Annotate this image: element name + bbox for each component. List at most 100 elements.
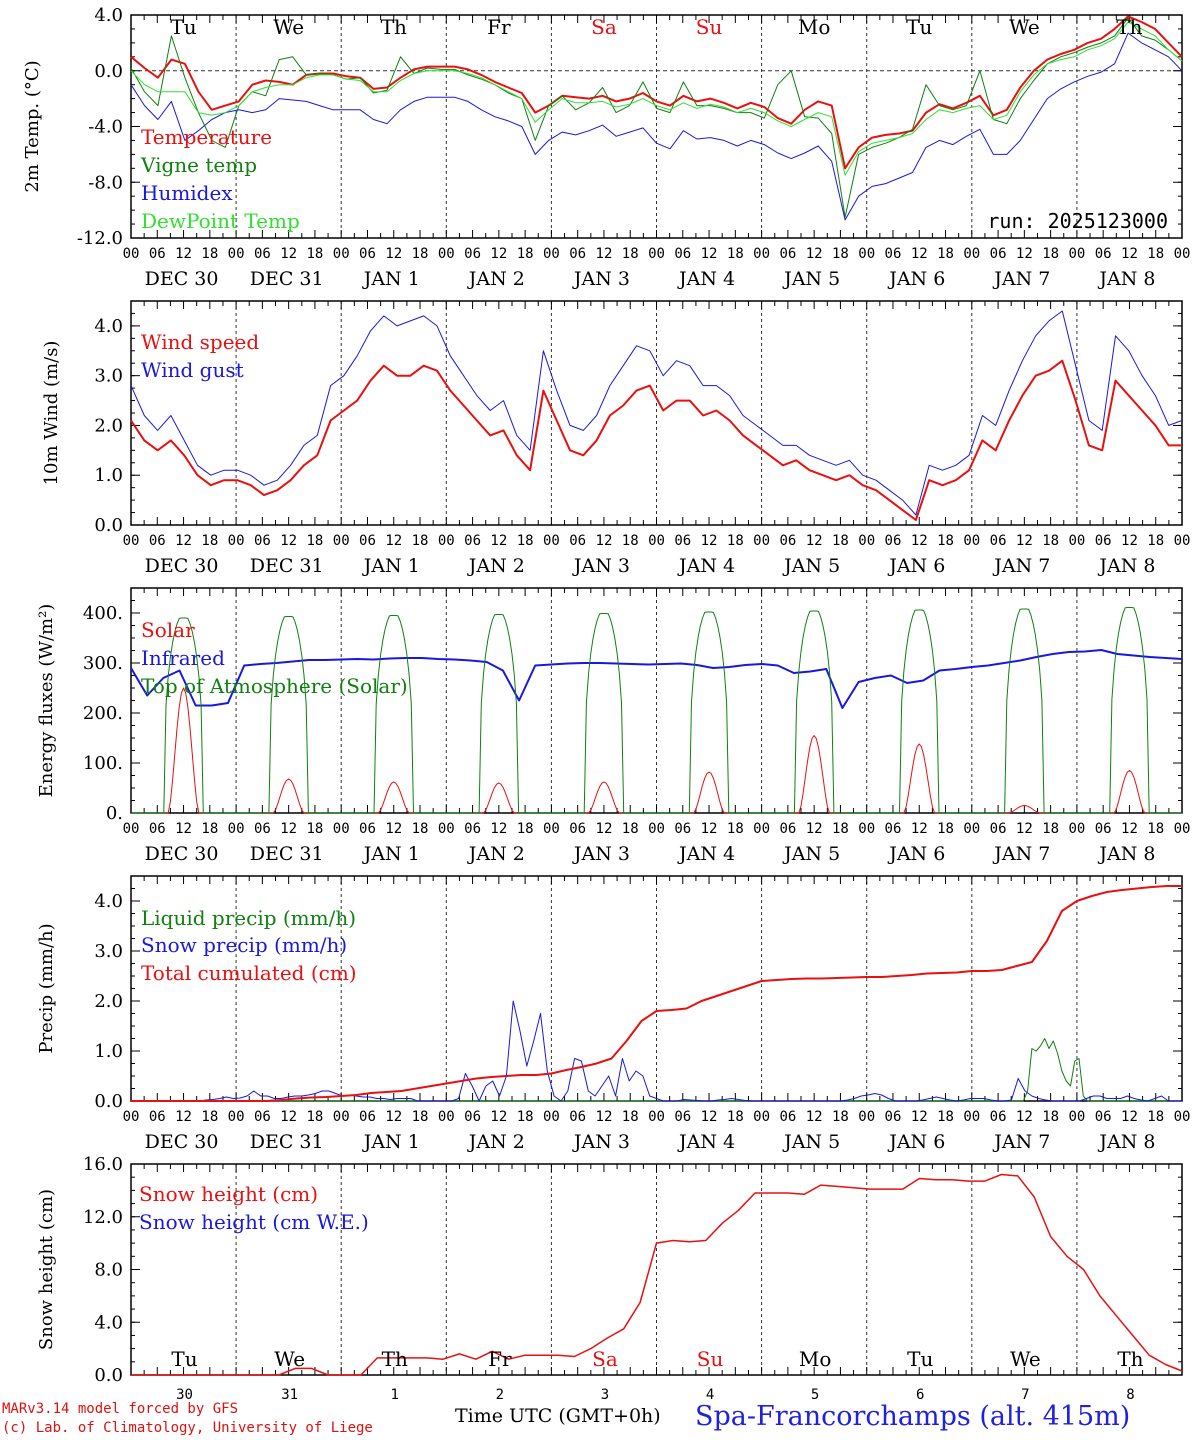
- hour-tick-label: 12: [1016, 533, 1033, 549]
- snow-day-number: 6: [916, 1387, 924, 1403]
- snow-day-number: 5: [811, 1387, 819, 1403]
- weekday-label: We: [1009, 15, 1040, 39]
- day-label: DEC 30: [145, 1131, 219, 1153]
- hour-tick-label: 06: [990, 533, 1007, 549]
- hour-tick-label: 06: [779, 1109, 796, 1125]
- hour-tick-label: 00: [648, 246, 665, 262]
- hour-tick-label: 06: [674, 533, 691, 549]
- legend-entry: Snow height (cm): [139, 1182, 318, 1206]
- hour-tick-label: 06: [359, 821, 376, 837]
- hour-tick-label: 12: [806, 246, 823, 262]
- weekday-label: Tu: [170, 15, 196, 39]
- hour-tick-label: 06: [359, 533, 376, 549]
- hour-tick-label: 12: [1016, 821, 1033, 837]
- hour-tick-label: 12: [175, 821, 192, 837]
- day-label: JAN 8: [1097, 268, 1155, 290]
- hour-tick-label: 06: [359, 1109, 376, 1125]
- hour-tick-label: 00: [963, 1109, 980, 1125]
- hour-tick-label: 12: [385, 1109, 402, 1125]
- model-credit: MARv3.14 model forced by GFS: [2, 1401, 239, 1417]
- hour-tick-label: 12: [280, 246, 297, 262]
- hour-tick-label: 18: [1042, 246, 1059, 262]
- hour-tick-label: 18: [1042, 1109, 1059, 1125]
- hour-tick-label: 12: [806, 533, 823, 549]
- snow-weekday-label: Mo: [799, 1347, 832, 1371]
- panel-1: [130, 14, 1183, 239]
- y-tick-label: 3.0: [94, 366, 123, 387]
- legend-entry: Snow height (cm W.E.): [139, 1210, 369, 1234]
- hour-tick-label: 12: [1121, 821, 1138, 837]
- hour-tick-label: 06: [569, 533, 586, 549]
- hour-tick-label: 00: [543, 1109, 560, 1125]
- snow-weekday-label: We: [1010, 1347, 1041, 1371]
- day-label: JAN 4: [677, 555, 735, 577]
- snow-day-number: 8: [1126, 1387, 1134, 1403]
- day-label: JAN 1: [362, 843, 420, 865]
- day-label: JAN 1: [362, 1131, 420, 1153]
- hour-tick-label: 18: [306, 821, 323, 837]
- hour-tick-label: 00: [963, 246, 980, 262]
- hour-tick-label: 18: [937, 1109, 954, 1125]
- day-label: JAN 3: [572, 1131, 630, 1153]
- hour-tick-label: 06: [779, 246, 796, 262]
- panel-4: [130, 875, 1183, 1102]
- hour-tick-label: 18: [832, 1109, 849, 1125]
- hour-tick-label: 18: [306, 533, 323, 549]
- day-label: DEC 31: [250, 555, 324, 577]
- snow-day-number: 7: [1021, 1387, 1029, 1403]
- day-label: JAN 4: [677, 843, 735, 865]
- hour-tick-label: 00: [1174, 533, 1191, 549]
- y-tick-label: 300.: [83, 653, 123, 674]
- hour-tick-label: 12: [911, 1109, 928, 1125]
- hour-tick-label: 00: [123, 246, 140, 262]
- hour-tick-label: 00: [858, 821, 875, 837]
- hour-tick-label: 00: [228, 533, 245, 549]
- hour-tick-label: 18: [201, 821, 218, 837]
- hour-tick-label: 06: [674, 1109, 691, 1125]
- hour-tick-label: 06: [149, 821, 166, 837]
- day-label: JAN 5: [782, 843, 840, 865]
- hour-tick-label: 18: [412, 246, 429, 262]
- hour-tick-label: 18: [412, 821, 429, 837]
- hour-tick-label: 06: [464, 821, 481, 837]
- series-line-dewpoint-temp: [130, 21, 1183, 176]
- hour-tick-label: 00: [333, 821, 350, 837]
- hour-tick-label: 18: [622, 821, 639, 837]
- y-tick-label: 12.0: [83, 1207, 123, 1228]
- hour-tick-label: 12: [596, 1109, 613, 1125]
- hour-tick-label: 00: [753, 246, 770, 262]
- hour-tick-label: 18: [306, 1109, 323, 1125]
- hour-tick-label: 06: [149, 533, 166, 549]
- y-tick-label: 100.: [83, 753, 123, 774]
- day-label: JAN 8: [1097, 843, 1155, 865]
- y-axis-label: 10m Wind (m/s): [41, 341, 62, 486]
- hour-tick-label: 12: [385, 821, 402, 837]
- day-label: JAN 6: [887, 555, 945, 577]
- hour-tick-label: 18: [937, 533, 954, 549]
- hour-tick-label: 18: [832, 533, 849, 549]
- day-label: JAN 5: [782, 268, 840, 290]
- hour-tick-label: 06: [990, 1109, 1007, 1125]
- day-label: JAN 7: [992, 268, 1050, 290]
- day-label: JAN 2: [467, 1131, 525, 1153]
- y-tick-label: 2.0: [94, 991, 123, 1012]
- y-tick-label: 4.0: [94, 5, 123, 26]
- hour-tick-label: 18: [832, 246, 849, 262]
- hour-tick-label: 18: [412, 533, 429, 549]
- hour-tick-label: 12: [1121, 246, 1138, 262]
- hour-tick-label: 00: [963, 821, 980, 837]
- hour-tick-label: 18: [622, 1109, 639, 1125]
- series-line-total-cumulated-cm-: [131, 885, 1182, 1102]
- day-label: JAN 7: [992, 555, 1050, 577]
- y-tick-label: 4.0: [94, 1312, 123, 1333]
- hour-tick-label: 18: [517, 821, 534, 837]
- legend-entry: Wind gust: [141, 358, 244, 382]
- weekday-label: Mo: [798, 15, 831, 39]
- hour-tick-label: 00: [438, 246, 455, 262]
- day-label: DEC 30: [145, 555, 219, 577]
- day-label: DEC 31: [250, 1131, 324, 1153]
- day-label: JAN 2: [467, 843, 525, 865]
- weekday-label: Fr: [487, 15, 511, 39]
- hour-tick-label: 00: [648, 533, 665, 549]
- y-axis-label: Snow height (cm): [36, 1189, 57, 1350]
